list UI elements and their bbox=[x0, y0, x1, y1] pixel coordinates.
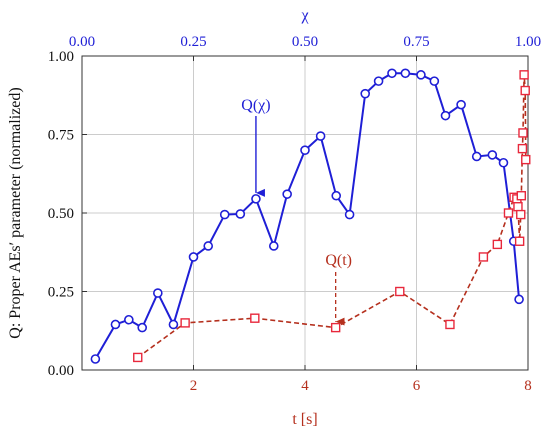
q-chi-point bbox=[168, 319, 179, 330]
q-chi-point bbox=[456, 99, 466, 110]
series-q-t-line bbox=[137, 74, 527, 359]
q-t-point bbox=[519, 70, 529, 80]
y-tick-label: 1.00 bbox=[48, 49, 74, 65]
bottom-x-axis-label: t [s] bbox=[292, 411, 317, 428]
series-layer bbox=[90, 68, 531, 364]
q-chi-point bbox=[514, 294, 524, 305]
q-t-point bbox=[478, 252, 489, 262]
q-t-point bbox=[518, 128, 528, 138]
q-chi-point bbox=[440, 110, 451, 121]
top-x-tick-label: 0.00 bbox=[69, 34, 95, 50]
q-chi-point bbox=[235, 209, 246, 219]
q-t-point bbox=[517, 143, 528, 154]
q-chi-point bbox=[188, 252, 199, 262]
bottom-x-tick-label: 8 bbox=[524, 378, 532, 394]
q-chi-point bbox=[344, 209, 355, 220]
q-chi-point bbox=[487, 150, 498, 160]
grid-lines bbox=[82, 56, 528, 370]
q-t-point bbox=[503, 208, 514, 218]
q-chi-point bbox=[471, 151, 482, 162]
q-chi-point bbox=[400, 68, 411, 79]
q-t-point bbox=[445, 319, 455, 330]
q-t-point bbox=[180, 318, 190, 328]
q-chi-point bbox=[360, 88, 371, 99]
q-chi-point bbox=[315, 131, 326, 141]
q-chi-point bbox=[282, 189, 292, 199]
q-t-point bbox=[133, 352, 143, 363]
bottom-x-tick-label: 6 bbox=[413, 378, 421, 394]
y-tick-label: 0.50 bbox=[48, 206, 74, 222]
series-q-chi-line bbox=[94, 72, 521, 360]
y-tick-label: 0.25 bbox=[48, 285, 74, 301]
y-axis-label: Q: Proper AEs′ parameter (normalized) bbox=[7, 87, 24, 338]
bottom-x-tick-label: 2 bbox=[190, 378, 198, 394]
q-chi-point bbox=[331, 190, 342, 201]
annotation-q-chi: Q(χ) bbox=[241, 97, 270, 114]
q-chi-point bbox=[153, 288, 163, 298]
q-t-point bbox=[513, 202, 523, 212]
q-chi-point bbox=[498, 157, 509, 168]
annotations: Q(χ) Q(t) bbox=[241, 97, 352, 326]
q-chi-point bbox=[373, 76, 384, 86]
q-t-point bbox=[492, 239, 503, 250]
q-chi-point bbox=[90, 354, 101, 364]
axis-ticks: 0.000.250.500.751.000.00 0.25 0.50 0.75 1.00… bbox=[48, 34, 541, 394]
q-t-point bbox=[250, 313, 260, 323]
q-chi-point bbox=[124, 314, 134, 325]
q-chi-point bbox=[251, 194, 261, 204]
q-chi-point bbox=[110, 319, 121, 330]
q-chi-point bbox=[300, 145, 310, 155]
top-x-tick-label: 0.75 bbox=[403, 34, 429, 50]
annotation-q-t: Q(t) bbox=[325, 252, 352, 269]
q-t-point bbox=[521, 154, 531, 165]
top-x-tick-label: 0.50 bbox=[292, 34, 318, 50]
q-t-point bbox=[395, 286, 405, 297]
bottom-x-tick-label: 4 bbox=[301, 378, 309, 394]
q-t-point bbox=[514, 236, 525, 246]
q-t-point bbox=[516, 191, 527, 201]
q-chi-point bbox=[387, 68, 397, 79]
q-chi-point bbox=[137, 322, 148, 333]
top-x-tick-label: 1.00 bbox=[515, 34, 541, 50]
q-t-point bbox=[330, 322, 341, 333]
top-x-tick-label: 0.25 bbox=[180, 34, 206, 50]
q-chi-point bbox=[416, 70, 426, 80]
y-tick-label: 0.00 bbox=[48, 363, 74, 379]
top-x-axis-label: χ bbox=[300, 7, 309, 24]
q-t-point bbox=[520, 85, 530, 96]
y-tick-label: 0.75 bbox=[48, 128, 74, 144]
q-t-point bbox=[516, 209, 526, 220]
q-chi-point bbox=[203, 241, 214, 251]
q-chi-point bbox=[219, 209, 230, 220]
q-chi-point bbox=[268, 241, 279, 251]
q-chi-point bbox=[429, 76, 440, 86]
